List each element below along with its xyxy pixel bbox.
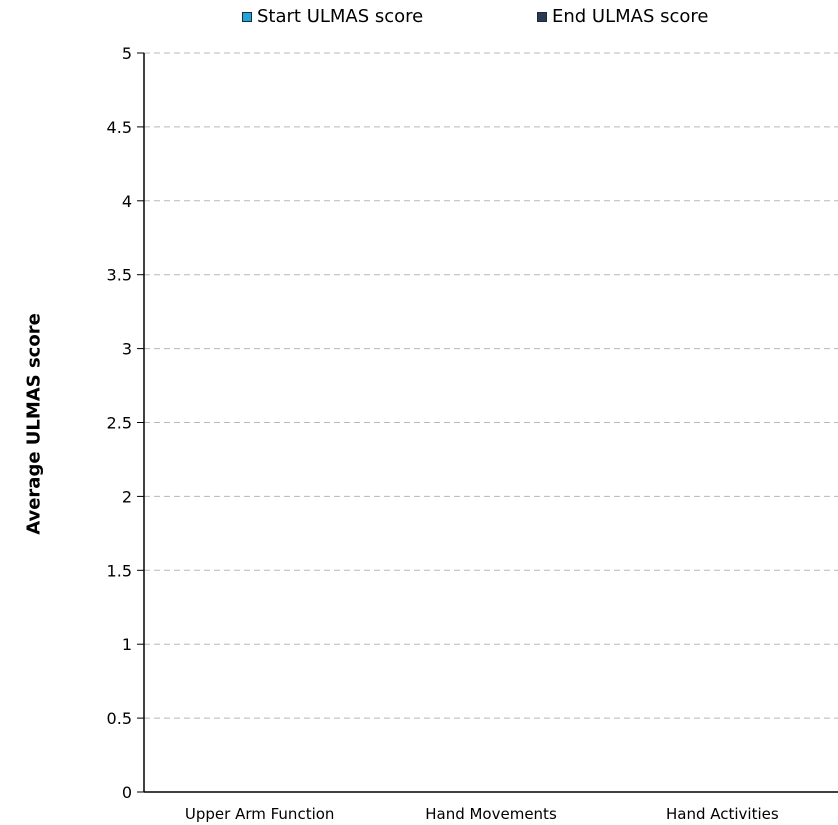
y-tick-label: 4 xyxy=(122,192,132,211)
x-tick-label: Hand Activities xyxy=(666,805,779,823)
x-tick-label: Upper Arm Function xyxy=(185,805,335,823)
x-tick-label: Hand Movements xyxy=(425,805,557,823)
chart-legend: Start ULMAS score End ULMAS score xyxy=(0,6,838,32)
y-tick-label: 4.5 xyxy=(107,118,132,137)
y-tick-label: 3.5 xyxy=(107,266,132,285)
legend-label-start: Start ULMAS score xyxy=(257,6,424,27)
legend-item-start: Start ULMAS score xyxy=(242,6,423,27)
legend-swatch-start xyxy=(242,11,252,22)
y-tick-label: 5 xyxy=(122,44,132,63)
y-tick-label: 1.5 xyxy=(107,561,132,580)
y-tick-label: 0.5 xyxy=(107,709,132,728)
legend-item-end: End ULMAS score xyxy=(537,6,709,27)
legend-label-end: End ULMAS score xyxy=(552,6,709,27)
y-tick-label: 1 xyxy=(122,635,132,654)
y-tick-label: 2 xyxy=(122,487,132,506)
y-tick-label: 3 xyxy=(122,340,132,359)
y-tick-label: 0 xyxy=(122,783,132,802)
y-tick-label: 2.5 xyxy=(107,414,132,433)
legend-swatch-end xyxy=(537,11,547,22)
